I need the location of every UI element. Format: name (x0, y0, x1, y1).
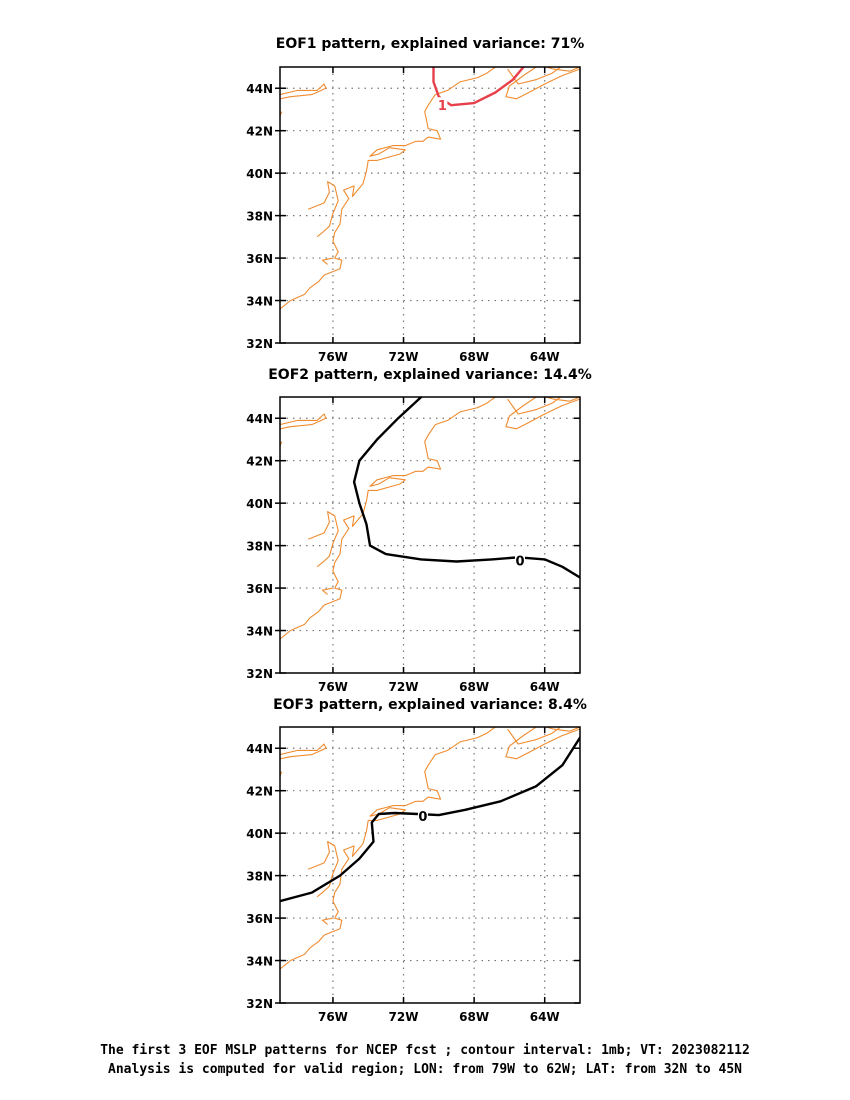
y-tick-label-38N: 38N (246, 870, 273, 884)
x-tick-label-68W: 68W (459, 680, 489, 694)
coastline-3 (321, 917, 334, 925)
contour-label-background (515, 552, 525, 567)
eof1-map-area: 1 (280, 67, 580, 343)
x-tick-label-64W: 64W (530, 1010, 560, 1024)
x-tick-label-72W: 72W (389, 350, 419, 364)
y-tick-label-44N: 44N (246, 82, 273, 96)
eof-map-panels: 1 76W 72W 68W 64W 44N 42N 40N 38N 36N 34N 32N 0 76W 72… (246, 66, 581, 1024)
contour-line-0 (352, 397, 580, 579)
contour-label-1: 1 (438, 99, 447, 114)
coastline-4 (280, 743, 327, 760)
coastline-3 (321, 587, 334, 595)
coastline-8 (505, 727, 580, 760)
y-tick-label-36N: 36N (246, 912, 273, 926)
coastline-6 (507, 727, 561, 745)
eof1-title: EOF1 pattern, explained variance: 71% (275, 36, 585, 52)
y-tick-label-34N: 34N (246, 955, 273, 969)
y-tick-label-42N: 42N (246, 125, 273, 139)
caption-line-2: Analysis is computed for valid region; L… (108, 1062, 742, 1077)
eof3-title: EOF3 pattern, explained variance: 8.4% (273, 697, 587, 713)
contour-label-background (417, 808, 428, 823)
eof1-frame (279, 66, 581, 344)
coastline-8 (505, 67, 580, 100)
x-tick-label-72W: 72W (389, 1010, 419, 1024)
coastline-3 (321, 257, 334, 265)
y-tick-label-32N: 32N (246, 337, 273, 351)
eof3-panel: 0 76W 72W 68W 64W 44N 42N 40N 38N 36N 34N 32N (246, 726, 581, 1024)
x-tick-label-64W: 64W (530, 350, 560, 364)
x-tick-label-72W: 72W (389, 680, 419, 694)
coastline-6 (507, 397, 561, 415)
x-tick-label-76W: 76W (318, 350, 348, 364)
coastline-4 (280, 83, 327, 100)
y-tick-label-38N: 38N (246, 210, 273, 224)
eof2-panel: 0 76W 72W 68W 64W 44N 42N 40N 38N 36N 34N 32N (246, 396, 581, 694)
contour-label-0: 0 (515, 554, 524, 569)
y-tick-label-44N: 44N (246, 742, 273, 756)
x-tick-label-76W: 76W (318, 680, 348, 694)
y-tick-label-42N: 42N (246, 785, 273, 799)
coastline-1 (280, 397, 496, 640)
y-tick-label-42N: 42N (246, 455, 273, 469)
y-tick-label-40N: 40N (246, 497, 273, 511)
eof3-frame (279, 726, 581, 1004)
coastline-8 (505, 397, 580, 430)
contour-line-0 (280, 736, 580, 903)
coastline-2 (307, 181, 339, 238)
coastline-1 (280, 727, 496, 970)
x-tick-label-76W: 76W (318, 1010, 348, 1024)
x-tick-label-68W: 68W (459, 350, 489, 364)
y-tick-label-32N: 32N (246, 667, 273, 681)
y-tick-label-32N: 32N (246, 997, 273, 1011)
eof1-panel: 1 76W 72W 68W 64W 44N 42N 40N 38N 36N 34N 32N (246, 66, 581, 364)
eof2-map-area: 0 (280, 397, 580, 673)
caption-line-1: The first 3 EOF MSLP patterns for NCEP f… (100, 1043, 750, 1058)
y-tick-label-34N: 34N (246, 295, 273, 309)
y-tick-label-40N: 40N (246, 167, 273, 181)
eof2-frame (279, 396, 581, 674)
coastline-4 (280, 413, 327, 430)
coastline-2 (307, 511, 339, 568)
eof3-map-area: 0 (280, 727, 580, 1003)
y-tick-label-40N: 40N (246, 827, 273, 841)
x-tick-label-68W: 68W (459, 1010, 489, 1024)
eof2-title: EOF2 pattern, explained variance: 14.4% (268, 367, 592, 383)
y-tick-label-34N: 34N (246, 625, 273, 639)
contour-line-1 (432, 67, 525, 107)
contour-label-0: 0 (418, 810, 427, 825)
contour-label-background (437, 97, 448, 112)
y-tick-label-36N: 36N (246, 252, 273, 266)
y-tick-label-36N: 36N (246, 582, 273, 596)
coastline-2 (307, 841, 339, 898)
x-tick-label-64W: 64W (530, 680, 560, 694)
coastline-1 (280, 67, 496, 310)
y-tick-label-38N: 38N (246, 540, 273, 554)
y-tick-label-44N: 44N (246, 412, 273, 426)
